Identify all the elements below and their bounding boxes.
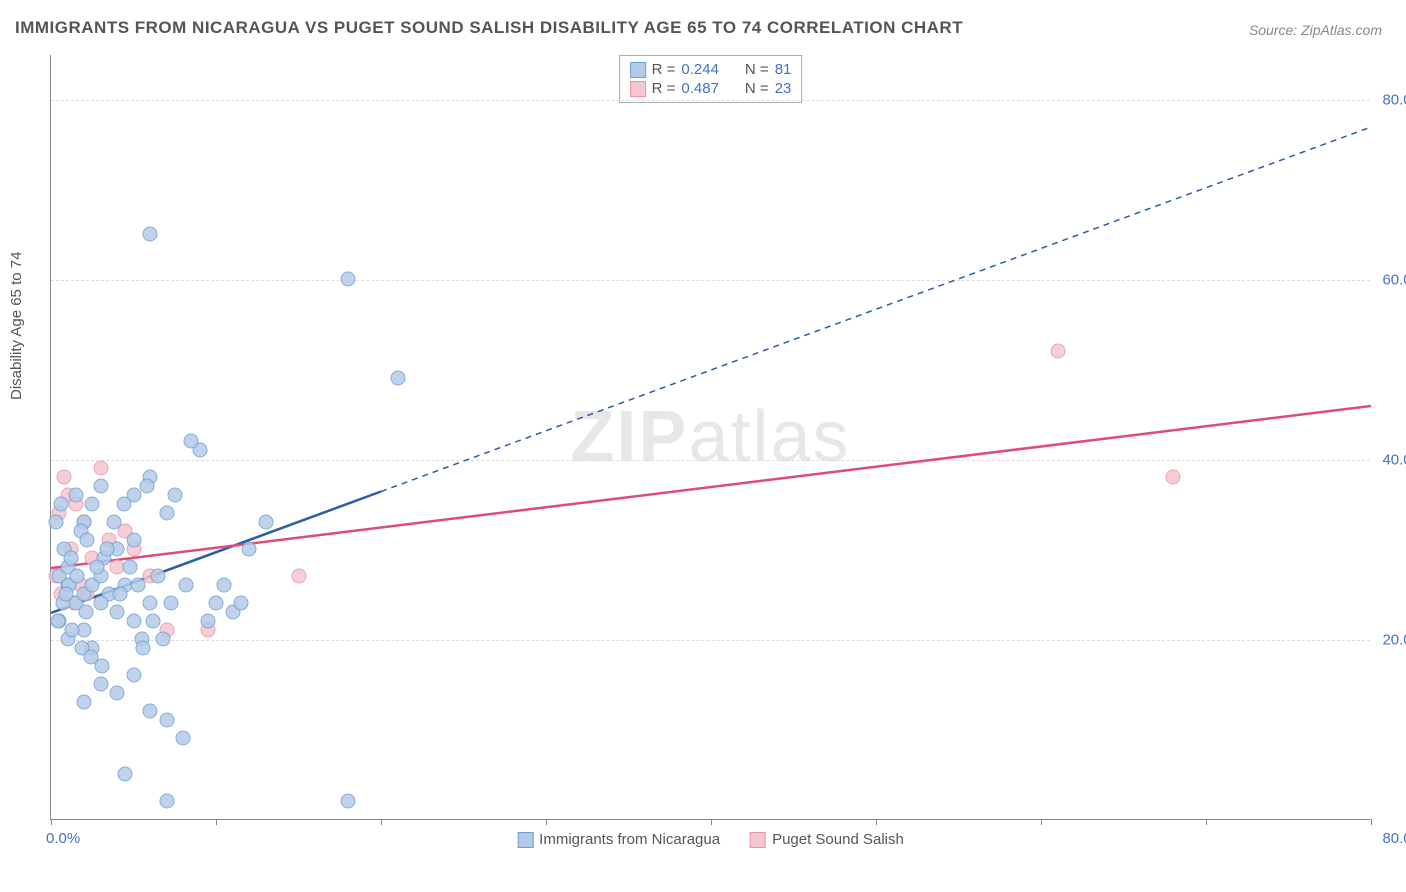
data-point [341, 272, 356, 287]
data-point [93, 677, 108, 692]
data-point [1050, 344, 1065, 359]
data-point [118, 767, 133, 782]
x-tick [381, 819, 382, 825]
y-tick-label: 20.0% [1382, 632, 1406, 649]
data-point [242, 542, 257, 557]
y-tick-label: 80.0% [1382, 92, 1406, 109]
chart-title: IMMIGRANTS FROM NICARAGUA VS PUGET SOUND… [15, 18, 963, 38]
x-tick [1371, 819, 1372, 825]
data-point [58, 587, 73, 602]
data-point [176, 731, 191, 746]
data-point [146, 614, 161, 629]
legend-swatch [630, 62, 646, 78]
correlation-legend: R = 0.244N = 81R = 0.487N = 23 [619, 55, 803, 103]
x-tick [711, 819, 712, 825]
source-label: Source: ZipAtlas.com [1249, 22, 1382, 38]
chart-container: IMMIGRANTS FROM NICARAGUA VS PUGET SOUND… [0, 0, 1406, 892]
gridline [51, 640, 1370, 641]
y-tick-label: 40.0% [1382, 452, 1406, 469]
data-point [126, 668, 141, 683]
data-point [90, 560, 105, 575]
plot-area: ZIPatlas R = 0.244N = 81R = 0.487N = 23 … [50, 55, 1370, 820]
data-point [93, 461, 108, 476]
data-point [68, 488, 83, 503]
legend-label: Immigrants from Nicaragua [539, 831, 720, 848]
legend-row: R = 0.244N = 81 [630, 60, 792, 79]
data-point [63, 551, 78, 566]
data-point [179, 578, 194, 593]
gridline [51, 280, 1370, 281]
x-axis-min-label: 0.0% [46, 830, 80, 847]
data-point [136, 641, 151, 656]
legend-item: Puget Sound Salish [750, 830, 904, 849]
data-point [159, 506, 174, 521]
trend-lines [51, 55, 1371, 820]
x-tick [876, 819, 877, 825]
data-point [113, 587, 128, 602]
data-point [110, 686, 125, 701]
data-point [95, 659, 110, 674]
data-point [233, 596, 248, 611]
legend-swatch [517, 832, 533, 848]
data-point [143, 596, 158, 611]
legend-swatch [750, 832, 766, 848]
y-axis-label: Disability Age 65 to 74 [8, 252, 25, 400]
legend-row: R = 0.487N = 23 [630, 79, 792, 98]
data-point [93, 596, 108, 611]
data-point [116, 497, 131, 512]
data-point [159, 794, 174, 809]
x-tick [546, 819, 547, 825]
data-point [143, 704, 158, 719]
legend-label: Puget Sound Salish [772, 831, 904, 848]
data-point [100, 542, 115, 557]
watermark: ZIPatlas [570, 396, 850, 478]
data-point [93, 479, 108, 494]
data-point [53, 497, 68, 512]
x-tick [51, 819, 52, 825]
data-point [258, 515, 273, 530]
data-point [126, 533, 141, 548]
data-point [77, 695, 92, 710]
data-point [164, 596, 179, 611]
data-point [341, 794, 356, 809]
data-point [48, 515, 63, 530]
data-point [217, 578, 232, 593]
data-point [184, 434, 199, 449]
data-point [159, 713, 174, 728]
series-legend: Immigrants from Nicaragua Puget Sound Sal… [517, 830, 904, 849]
data-point [65, 623, 80, 638]
data-point [123, 560, 138, 575]
data-point [390, 371, 405, 386]
data-point [70, 569, 85, 584]
data-point [291, 569, 306, 584]
data-point [151, 569, 166, 584]
data-point [1166, 470, 1181, 485]
data-point [131, 578, 146, 593]
data-point [85, 497, 100, 512]
data-point [167, 488, 182, 503]
data-point [156, 632, 171, 647]
data-point [106, 515, 121, 530]
data-point [57, 470, 72, 485]
y-tick-label: 60.0% [1382, 272, 1406, 289]
x-tick [1206, 819, 1207, 825]
x-tick [216, 819, 217, 825]
data-point [80, 533, 95, 548]
x-tick [1041, 819, 1042, 825]
data-point [50, 614, 65, 629]
data-point [110, 605, 125, 620]
data-point [126, 614, 141, 629]
data-point [139, 479, 154, 494]
data-point [209, 596, 224, 611]
data-point [200, 614, 215, 629]
legend-swatch [630, 81, 646, 97]
data-point [78, 605, 93, 620]
x-axis-max-label: 80.0% [1382, 830, 1406, 847]
gridline [51, 460, 1370, 461]
legend-item: Immigrants from Nicaragua [517, 830, 720, 849]
gridline [51, 100, 1370, 101]
data-point [143, 227, 158, 242]
